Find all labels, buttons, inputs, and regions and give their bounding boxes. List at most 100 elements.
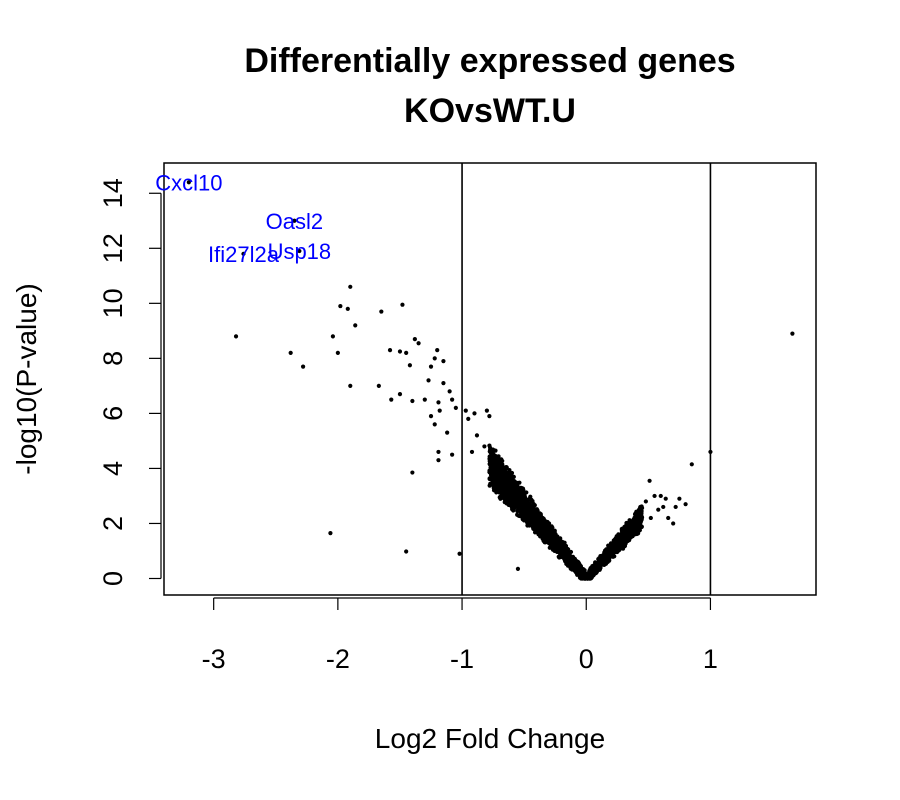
data-point-25 (407, 363, 412, 368)
data-point-1233 (524, 490, 529, 495)
data-point-2316 (593, 565, 598, 570)
data-point-1511 (543, 540, 548, 545)
data-point-7 (353, 323, 358, 328)
data-point-1298 (491, 480, 496, 486)
data-point-1565 (490, 466, 495, 471)
data-point-3 (297, 248, 302, 254)
data-point-1559 (541, 516, 546, 521)
data-point-1558 (557, 537, 562, 542)
data-point-1421 (559, 540, 565, 545)
data-point-28 (447, 389, 452, 394)
data-point-2280 (615, 547, 620, 552)
data-points (186, 180, 795, 581)
data-point-45 (487, 414, 492, 419)
data-point-1554 (576, 562, 581, 567)
data-point-1282 (518, 487, 523, 492)
x-tick-label-1: -2 (326, 644, 350, 674)
data-point-1551 (506, 473, 511, 478)
data-point-59 (790, 331, 795, 336)
data-point-1541 (510, 492, 515, 498)
data-point-2321 (603, 554, 608, 559)
data-point-1438 (548, 541, 554, 546)
data-point-2257 (622, 543, 628, 549)
x-tick-label-3: 0 (579, 644, 594, 674)
y-tick-label-4: 8 (98, 351, 128, 366)
data-point-1519 (508, 487, 514, 492)
data-point-1546 (494, 460, 499, 465)
data-point-10 (330, 334, 335, 339)
data-point-1411 (550, 545, 555, 550)
y-axis-label: -log10(P-value) (11, 283, 42, 474)
data-point-2291 (628, 524, 633, 530)
data-point-1536 (529, 518, 534, 523)
data-point-49 (450, 452, 455, 457)
data-point-2320 (617, 534, 622, 539)
data-point-1560 (521, 518, 527, 523)
threshold-lines (461, 163, 712, 595)
data-point-1481 (497, 488, 502, 493)
data-point-65 (671, 521, 676, 526)
data-point-2306 (591, 572, 597, 577)
y-tick-label-5: 10 (98, 288, 128, 318)
data-point-1527 (505, 495, 510, 500)
data-point-17 (397, 349, 403, 354)
data-point-1561 (524, 509, 529, 514)
data-point-18 (404, 350, 409, 355)
data-point-64 (666, 515, 671, 521)
data-point-1525 (497, 465, 502, 470)
data-point-2319 (626, 521, 631, 526)
data-point-1547 (566, 560, 571, 565)
data-point-2300 (595, 560, 601, 566)
data-point-70 (663, 496, 668, 501)
y-tick-label-0: 0 (98, 571, 128, 586)
data-point-48 (469, 449, 475, 455)
data-point-8 (400, 302, 405, 307)
gene-label-oasl2: Oasl2 (266, 209, 323, 234)
data-point-1108 (540, 536, 545, 541)
data-point-30 (422, 397, 427, 402)
data-point-27 (426, 378, 431, 383)
data-point-1502 (514, 485, 519, 491)
data-point-1366 (487, 483, 492, 488)
data-point-1556 (516, 507, 521, 512)
data-point-2296 (610, 550, 616, 555)
data-point-1051 (524, 520, 530, 525)
data-point-22 (432, 356, 437, 361)
data-point-1269 (570, 555, 576, 561)
data-point-2322 (599, 562, 604, 567)
data-point-1135 (517, 513, 522, 519)
data-point-41 (463, 408, 468, 413)
data-point-1545 (499, 479, 504, 484)
data-point-23 (441, 359, 446, 364)
data-point-1491 (510, 500, 515, 505)
data-point-29 (436, 400, 441, 405)
data-point-1553 (543, 533, 548, 538)
data-point-2253 (606, 549, 611, 554)
data-point-57 (689, 462, 694, 467)
y-tick-label-7: 14 (98, 178, 128, 208)
data-point-36 (437, 408, 442, 413)
data-point-46 (474, 433, 480, 438)
data-point-54 (404, 549, 409, 554)
data-point-2294 (610, 554, 616, 559)
y-tick-label-3: 6 (98, 406, 128, 421)
data-point-1474 (562, 547, 567, 552)
data-point-0 (186, 180, 191, 185)
data-point-2212 (634, 529, 639, 534)
x-axis: -3 -2 -1 0 1 (202, 597, 718, 674)
data-point-1550 (568, 564, 574, 569)
data-point-71 (673, 504, 678, 510)
data-point-1292 (489, 447, 494, 452)
data-point-72 (643, 499, 648, 504)
data-point-40 (453, 405, 458, 410)
y-tick-label-6: 12 (98, 233, 128, 263)
data-point-9 (379, 309, 384, 314)
data-point-1572 (490, 474, 496, 480)
data-point-1334 (519, 501, 525, 506)
data-point-2308 (609, 546, 614, 551)
data-point-2287 (637, 511, 642, 516)
data-point-1448 (527, 523, 532, 528)
data-point-38 (432, 422, 437, 427)
x-tick-label-0: -3 (202, 644, 226, 674)
